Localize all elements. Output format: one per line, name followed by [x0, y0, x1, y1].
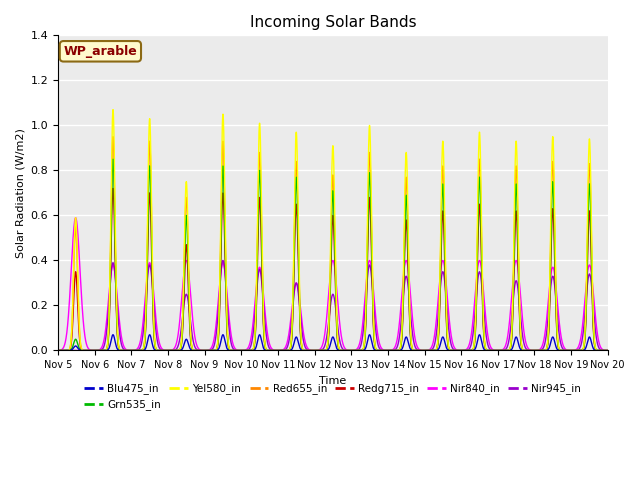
Red655_in [604, 348, 611, 353]
Grn535_in [109, 156, 117, 162]
Red655_in [153, 348, 161, 353]
Blu475_in [604, 348, 611, 353]
Grn535_in [426, 348, 433, 353]
Red655_in [488, 348, 495, 353]
Grn535_in [604, 348, 612, 353]
Title: Incoming Solar Bands: Incoming Solar Bands [250, 15, 416, 30]
Line: Nir945_in: Nir945_in [58, 261, 608, 350]
Blu475_in [109, 332, 117, 337]
Nir840_in [426, 347, 433, 352]
Red655_in [54, 348, 62, 353]
Blu475_in [426, 348, 433, 353]
Nir840_in [312, 348, 320, 353]
Nir840_in [604, 348, 611, 353]
Nir945_in [456, 348, 464, 353]
Line: Red655_in: Red655_in [58, 137, 608, 350]
Redg715_in [456, 348, 464, 353]
Line: Blu475_in: Blu475_in [58, 335, 608, 350]
Yel580_in [54, 348, 62, 353]
Line: Grn535_in: Grn535_in [58, 159, 608, 350]
Nir840_in [604, 348, 612, 353]
Red655_in [426, 348, 433, 353]
Y-axis label: Solar Radiation (W/m2): Solar Radiation (W/m2) [15, 128, 25, 258]
Yel580_in [456, 348, 464, 353]
Nir945_in [604, 348, 612, 353]
Red655_in [456, 348, 464, 353]
Blu475_in [604, 348, 612, 353]
Legend: Blu475_in, Grn535_in, Yel580_in, Red655_in, Redg715_in, Nir840_in, Nir945_in: Blu475_in, Grn535_in, Yel580_in, Red655_… [81, 379, 586, 415]
Redg715_in [312, 348, 320, 353]
Red655_in [312, 348, 320, 353]
Yel580_in [426, 348, 433, 353]
Nir945_in [488, 347, 495, 353]
Nir945_in [604, 348, 611, 353]
Blu475_in [488, 348, 495, 353]
Grn535_in [54, 348, 62, 353]
Grn535_in [604, 348, 611, 353]
Nir945_in [153, 335, 161, 341]
Nir840_in [488, 345, 495, 351]
Yel580_in [153, 347, 161, 353]
Blu475_in [153, 348, 161, 353]
Nir945_in [312, 348, 320, 353]
Redg715_in [488, 348, 495, 353]
Nir840_in [54, 348, 62, 353]
Blu475_in [312, 348, 320, 353]
Nir840_in [456, 348, 464, 353]
Redg715_in [604, 348, 612, 353]
Red655_in [109, 134, 117, 140]
Nir945_in [219, 258, 227, 264]
Redg715_in [54, 348, 62, 353]
Grn535_in [312, 348, 320, 353]
Redg715_in [604, 348, 611, 353]
Line: Nir840_in: Nir840_in [58, 218, 608, 350]
Redg715_in [109, 186, 117, 192]
Nir840_in [153, 325, 161, 331]
Yel580_in [604, 348, 611, 353]
Blu475_in [456, 348, 464, 353]
Red655_in [604, 348, 612, 353]
Grn535_in [153, 348, 161, 353]
Redg715_in [426, 348, 433, 353]
Blu475_in [54, 348, 62, 353]
Yel580_in [312, 348, 320, 353]
Redg715_in [153, 348, 161, 353]
Nir945_in [54, 348, 62, 353]
Grn535_in [488, 348, 495, 353]
Nir945_in [426, 348, 433, 353]
Yel580_in [604, 348, 612, 353]
Yel580_in [109, 107, 117, 112]
Nir840_in [72, 215, 79, 221]
Text: WP_arable: WP_arable [63, 45, 137, 58]
Line: Redg715_in: Redg715_in [58, 189, 608, 350]
Yel580_in [488, 348, 495, 353]
Grn535_in [456, 348, 464, 353]
Line: Yel580_in: Yel580_in [58, 109, 608, 350]
X-axis label: Time: Time [319, 376, 346, 386]
